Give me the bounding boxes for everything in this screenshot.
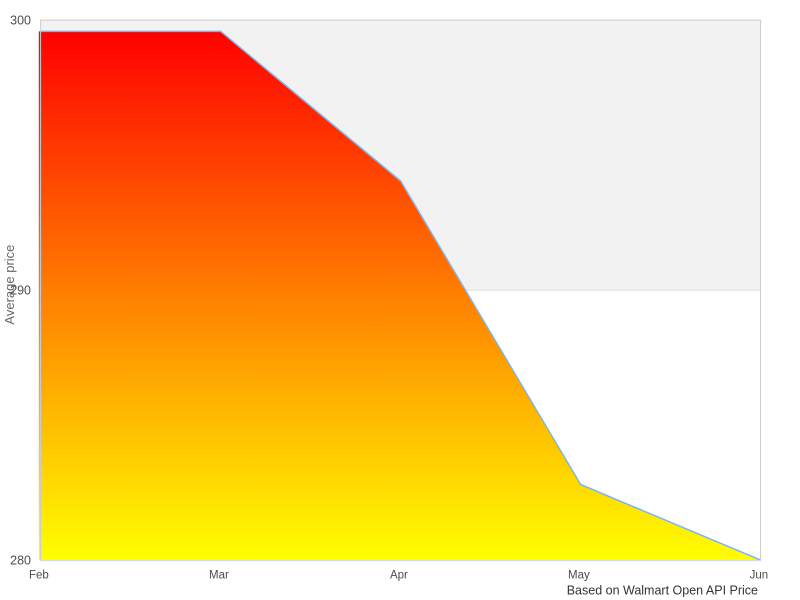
svg-text:290: 290 bbox=[10, 284, 31, 298]
svg-text:Based on Walmart Open API Pric: Based on Walmart Open API Price bbox=[567, 584, 758, 598]
svg-text:Mar: Mar bbox=[209, 570, 229, 582]
svg-text:Feb: Feb bbox=[29, 570, 49, 582]
svg-text:Apr: Apr bbox=[390, 570, 408, 582]
svg-text:300: 300 bbox=[10, 14, 31, 28]
svg-text:Jun: Jun bbox=[750, 570, 769, 582]
svg-text:Average price: Average price bbox=[2, 245, 17, 325]
svg-text:280: 280 bbox=[10, 554, 31, 568]
svg-text:May: May bbox=[568, 570, 590, 582]
